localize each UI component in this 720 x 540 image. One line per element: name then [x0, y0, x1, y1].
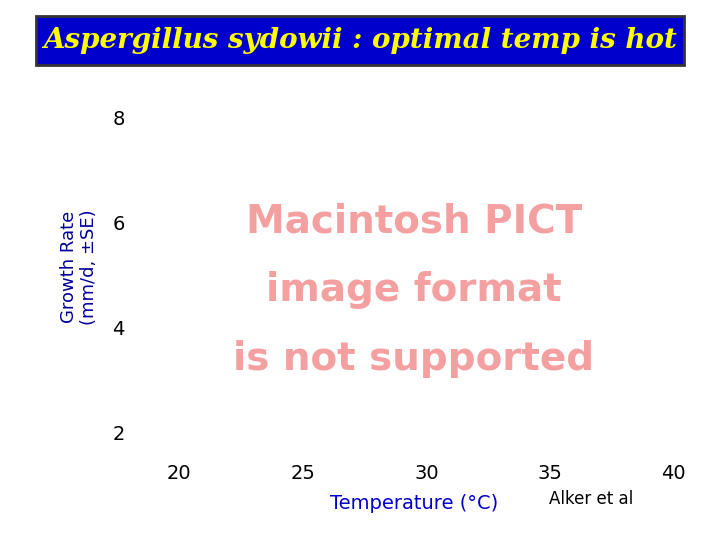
Text: is not supported: is not supported	[233, 340, 595, 379]
Text: Aspergillus sydowii : optimal temp is hot: Aspergillus sydowii : optimal temp is ho…	[43, 27, 677, 54]
FancyBboxPatch shape	[36, 16, 684, 65]
Text: Alker et al: Alker et al	[549, 490, 634, 508]
Text: Macintosh PICT: Macintosh PICT	[246, 202, 582, 240]
X-axis label: Temperature (°C): Temperature (°C)	[330, 494, 498, 513]
Text: image format: image format	[266, 271, 562, 309]
Y-axis label: Growth Rate
(mm/d, ±SE): Growth Rate (mm/d, ±SE)	[60, 210, 99, 325]
